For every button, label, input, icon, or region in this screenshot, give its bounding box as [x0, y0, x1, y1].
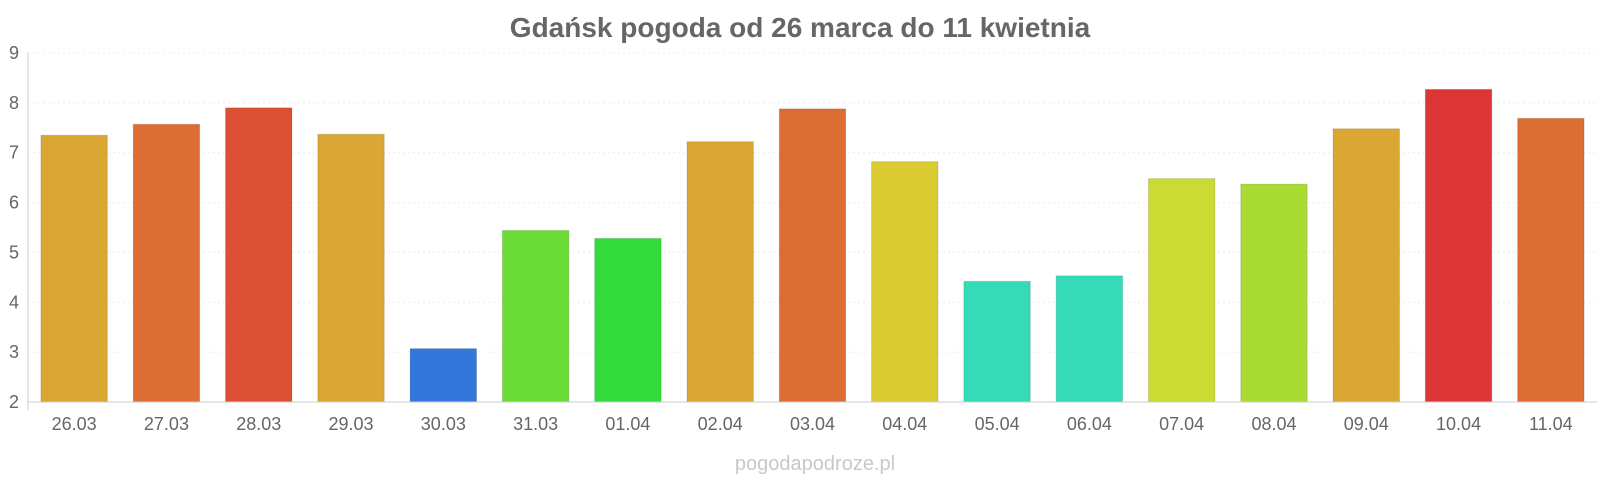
x-axis-ticks: 26.03 27.03 28.03 29.03 30.03 31.03 01.04 02.04… — [52, 414, 1573, 434]
y-tick-label: 7 — [9, 143, 19, 163]
x-tick-label: 29.03 — [329, 414, 374, 434]
bar-01.04 — [594, 237, 662, 403]
y-axis-ticks: 2 3 4 5 6 7 8 9 — [9, 43, 19, 412]
bar-26.03 — [40, 134, 108, 403]
x-tick-label: 26.03 — [52, 414, 97, 434]
x-tick-label: 11.04 — [1529, 414, 1573, 434]
bar-27.03 — [132, 123, 201, 403]
bar-09.04 — [1332, 128, 1400, 403]
bar-03.04 — [778, 108, 847, 403]
x-tick-label: 02.04 — [698, 414, 743, 434]
bar-04.04 — [871, 161, 939, 403]
bar-29.03 — [317, 133, 385, 403]
x-tick-label: 04.04 — [882, 414, 927, 434]
bar-08.04 — [1240, 183, 1308, 403]
x-tick-label: 30.03 — [421, 414, 466, 434]
x-tick-label: 31.03 — [513, 414, 558, 434]
y-tick-label: 8 — [9, 93, 19, 113]
y-tick-label: 5 — [9, 242, 19, 262]
watermark: pogodapodroze.pl — [735, 453, 895, 475]
x-tick-label: 06.04 — [1067, 414, 1112, 434]
x-tick-label: 27.03 — [144, 414, 189, 434]
bar-28.03 — [225, 107, 293, 403]
bars — [40, 88, 1585, 403]
x-tick-label: 28.03 — [236, 414, 281, 434]
bar-06.04 — [1055, 275, 1124, 403]
bar-10.04 — [1424, 88, 1493, 403]
x-tick-label: 10.04 — [1436, 414, 1481, 434]
y-tick-label: 9 — [9, 43, 19, 63]
y-tick-label: 3 — [9, 342, 19, 362]
y-tick-label: 6 — [9, 193, 19, 213]
bar-07.04 — [1147, 178, 1216, 403]
x-tick-label: 05.04 — [975, 414, 1020, 434]
bar-02.04 — [686, 141, 754, 403]
y-tick-label: 4 — [9, 292, 19, 312]
bar-31.03 — [501, 229, 570, 403]
bar-11.04 — [1517, 117, 1585, 403]
bar-30.03 — [409, 348, 478, 403]
x-tick-label: 03.04 — [790, 414, 835, 434]
x-tick-label: 01.04 — [605, 414, 650, 434]
y-tick-label: 2 — [9, 392, 19, 412]
x-tick-label: 09.04 — [1344, 414, 1389, 434]
x-tick-label: 08.04 — [1251, 414, 1296, 434]
chart-title: Gdańsk pogoda od 26 marca do 11 kwietnia — [510, 12, 1091, 43]
x-tick-label: 07.04 — [1159, 414, 1204, 434]
bar-05.04 — [963, 280, 1031, 403]
